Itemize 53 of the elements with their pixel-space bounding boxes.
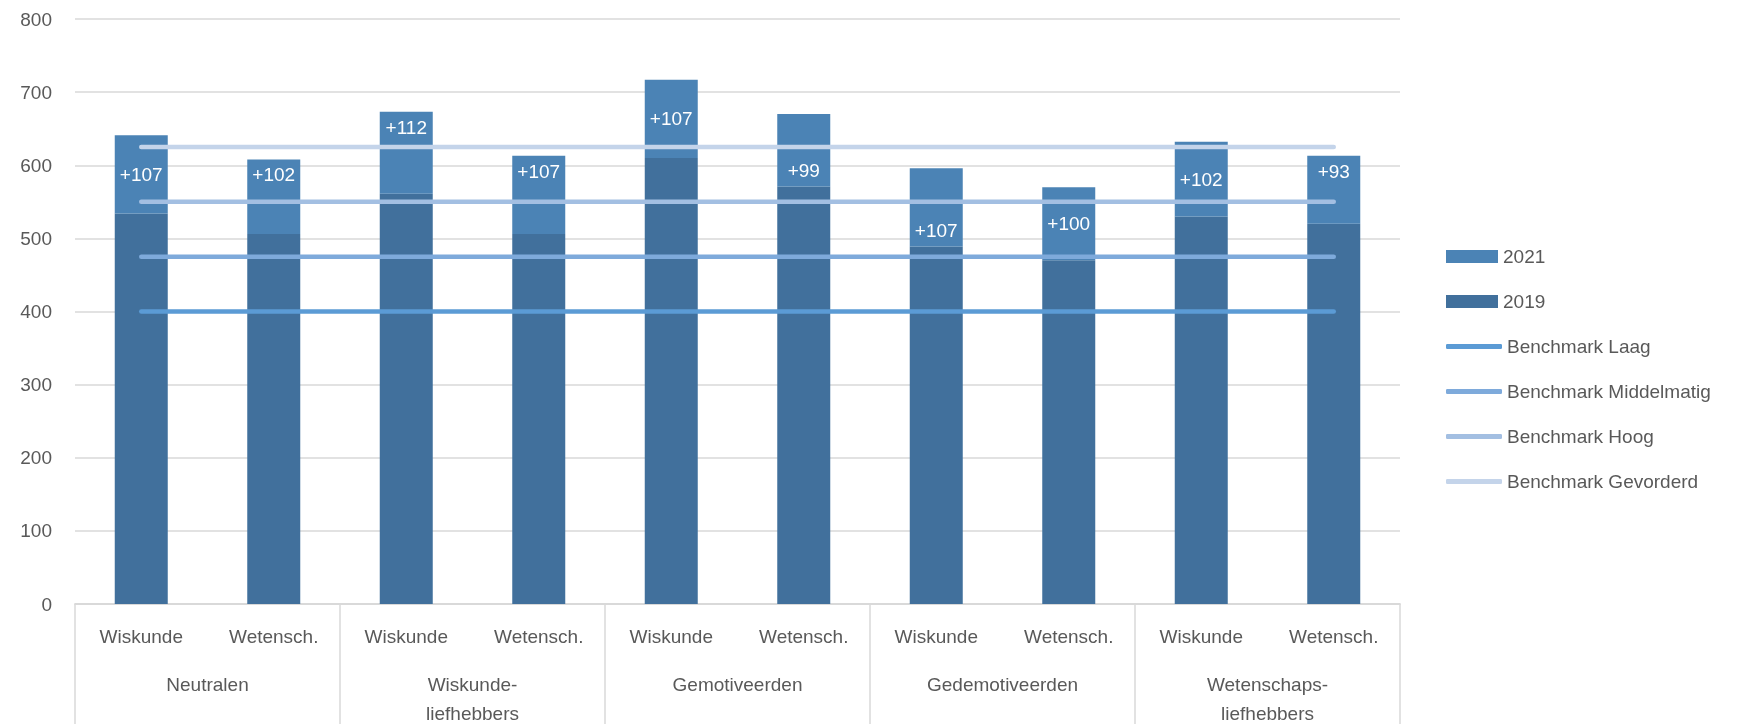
x-tick-label: Wetensch. xyxy=(229,626,319,647)
data-label: +107 xyxy=(649,108,693,130)
bar xyxy=(379,111,433,194)
text: Neutralen xyxy=(166,674,249,695)
legend-label: Benchmark Middelmatig xyxy=(1507,381,1711,402)
data-label: +112 xyxy=(385,116,427,138)
y-tick-label: 100 xyxy=(20,520,52,542)
legend-label: Benchmark Hoog xyxy=(1507,426,1654,447)
bar xyxy=(644,157,698,604)
y-tick-label: 500 xyxy=(20,227,52,249)
y-tick-label: 800 xyxy=(20,8,52,30)
bar xyxy=(114,135,168,214)
x-tick-label: Wiskunde xyxy=(894,626,978,647)
y-tick-label: 700 xyxy=(20,81,52,103)
data-label: +107 xyxy=(517,160,561,182)
bar xyxy=(379,193,433,604)
y-tick-label: 300 xyxy=(20,374,52,396)
data-label: +102 xyxy=(252,164,296,186)
y-tick-label: 600 xyxy=(20,154,52,176)
text: Wiskunde-liefhebbers xyxy=(426,674,519,724)
x-tick-label: Wiskunde xyxy=(1159,626,1243,647)
bar xyxy=(1042,260,1096,604)
legend-label: 2019 xyxy=(1503,291,1546,312)
text: Gemotiveerden xyxy=(672,674,803,695)
data-label: +100 xyxy=(1047,213,1091,235)
data-label: +107 xyxy=(119,163,163,185)
data-label: +102 xyxy=(1179,168,1223,190)
x-tick-label: Wetensch. xyxy=(759,626,849,647)
data-label: +99 xyxy=(787,160,820,182)
x-tick-label: Wiskunde xyxy=(364,626,448,647)
x-tick-label: Wetensch. xyxy=(1024,626,1114,647)
x-tick-label: Wetensch. xyxy=(494,626,584,647)
bar xyxy=(114,213,168,604)
y-tick-label: 200 xyxy=(20,447,52,469)
bar xyxy=(512,233,566,604)
text: Gedemotiveerden xyxy=(926,674,1079,695)
data-label: +107 xyxy=(914,220,958,242)
x-tick-label: Wiskunde xyxy=(629,626,713,647)
bar xyxy=(909,246,963,604)
y-tick-label: 0 xyxy=(41,593,52,615)
text: Wetenschaps-liefhebbers xyxy=(1206,674,1329,724)
x-tick-label: Wetensch. xyxy=(1289,626,1379,647)
bar xyxy=(247,233,301,604)
bar xyxy=(1307,155,1361,224)
bar xyxy=(777,186,831,604)
legend-label: Benchmark Gevorderd xyxy=(1507,471,1699,492)
bar xyxy=(1174,216,1228,604)
y-tick-label: 400 xyxy=(20,301,52,322)
legend-label: 2021 xyxy=(1503,246,1546,267)
legend-label: Benchmark Laag xyxy=(1507,336,1651,357)
bar xyxy=(1307,223,1361,604)
x-tick-label: Wiskunde xyxy=(99,626,183,647)
data-label: +93 xyxy=(1317,160,1350,182)
